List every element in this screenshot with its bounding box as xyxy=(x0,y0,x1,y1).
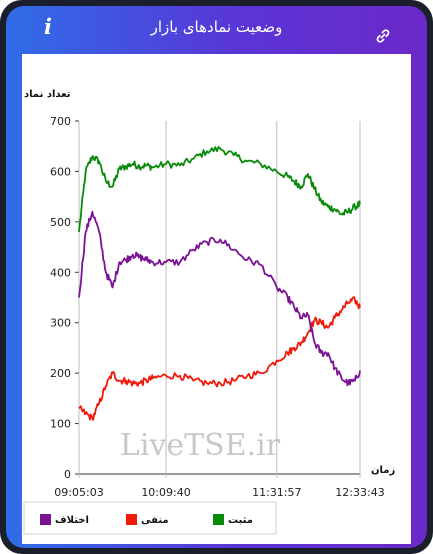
info-icon[interactable]: i xyxy=(44,14,52,39)
x-tick-label: 11:31:57 xyxy=(252,486,301,499)
y-tick-label: 0 xyxy=(64,468,71,481)
x-axis-title: زمان xyxy=(371,465,395,476)
x-tick-label: 12:33:43 xyxy=(335,486,384,499)
widget-header: i وضعیت نمادهای بازار xyxy=(6,6,427,52)
y-tick-label: 200 xyxy=(50,367,71,380)
link-icon[interactable] xyxy=(375,28,391,44)
legend-swatch xyxy=(40,514,51,525)
widget-title: وضعیت نمادهای بازار xyxy=(150,18,283,36)
legend: مثبت منفی اختلاف xyxy=(23,501,277,535)
legend-swatch xyxy=(213,514,224,525)
y-tick-label: 700 xyxy=(50,115,71,128)
y-tick-label: 600 xyxy=(50,165,71,178)
series-line-1 xyxy=(78,296,361,421)
y-tick-label: 500 xyxy=(50,216,71,229)
watermark: LiveTSE.ir xyxy=(120,428,281,463)
chart-panel: LiveTSE.ir 0 100 200 300 400 500 600 700 09:05:03… xyxy=(22,54,411,544)
series-line-2 xyxy=(78,210,361,387)
series-line-0 xyxy=(78,146,361,232)
x-tick-label: 10:09:40 xyxy=(141,486,190,499)
y-tick-label: 300 xyxy=(50,317,71,330)
x-tick-label: 09:05:03 xyxy=(54,486,103,499)
legend-box xyxy=(23,501,277,535)
y-axis-title: تعداد نماد xyxy=(24,89,71,100)
widget-card: i وضعیت نمادهای بازار LiveTSE.ir 0 100 200 3… xyxy=(6,6,427,548)
chart: LiveTSE.ir 0 100 200 300 400 500 600 700 09:05:03… xyxy=(23,89,395,535)
legend-label: اختلاف xyxy=(55,515,89,526)
y-tick-label: 400 xyxy=(50,266,71,279)
legend-label: منفی xyxy=(141,515,169,526)
legend-swatch xyxy=(126,514,137,525)
legend-label: مثبت xyxy=(228,515,253,526)
y-tick-label: 100 xyxy=(50,418,71,431)
